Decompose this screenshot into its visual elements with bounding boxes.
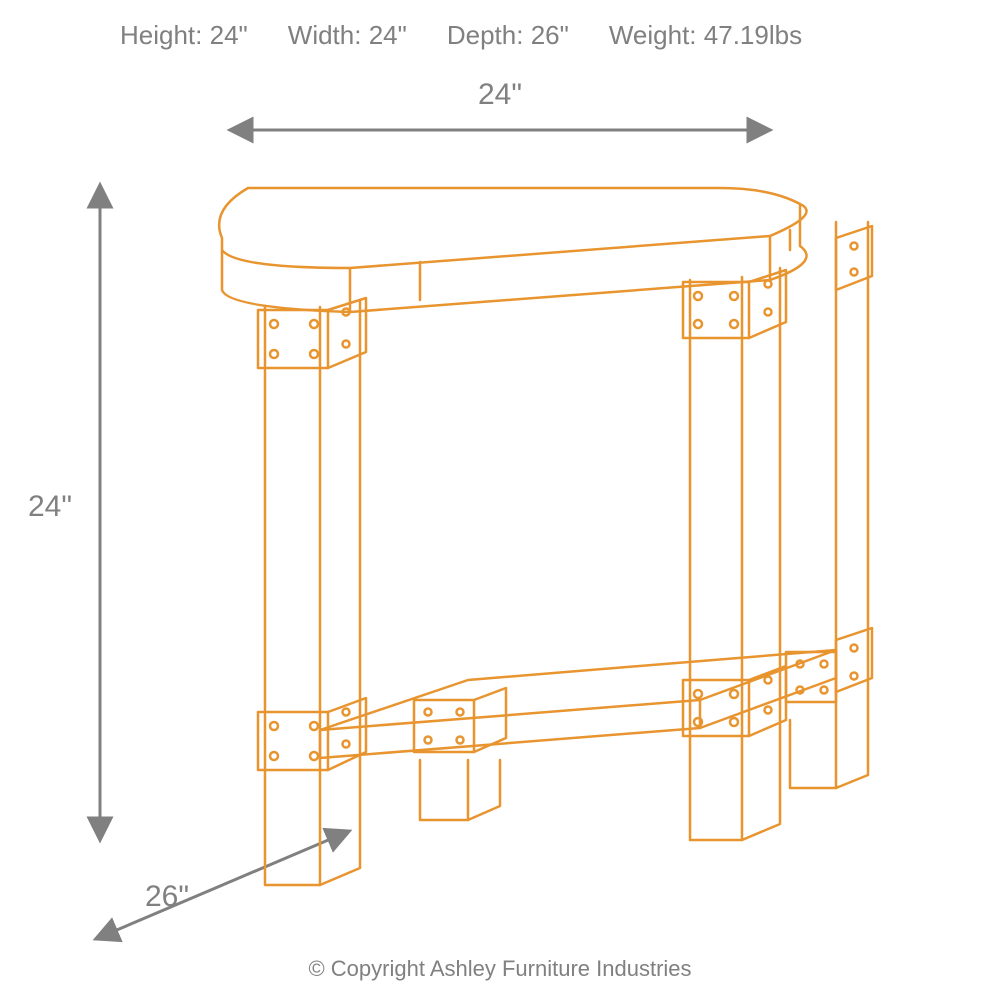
table-lineart [219, 188, 872, 900]
lower-shelf-side [700, 650, 836, 728]
lower-shelf-front [320, 700, 700, 758]
bolts [270, 243, 858, 761]
table-drawing [0, 0, 1000, 1000]
lower-shelf-top [320, 650, 836, 730]
copyright-text: © Copyright Ashley Furniture Industries [0, 956, 1000, 982]
